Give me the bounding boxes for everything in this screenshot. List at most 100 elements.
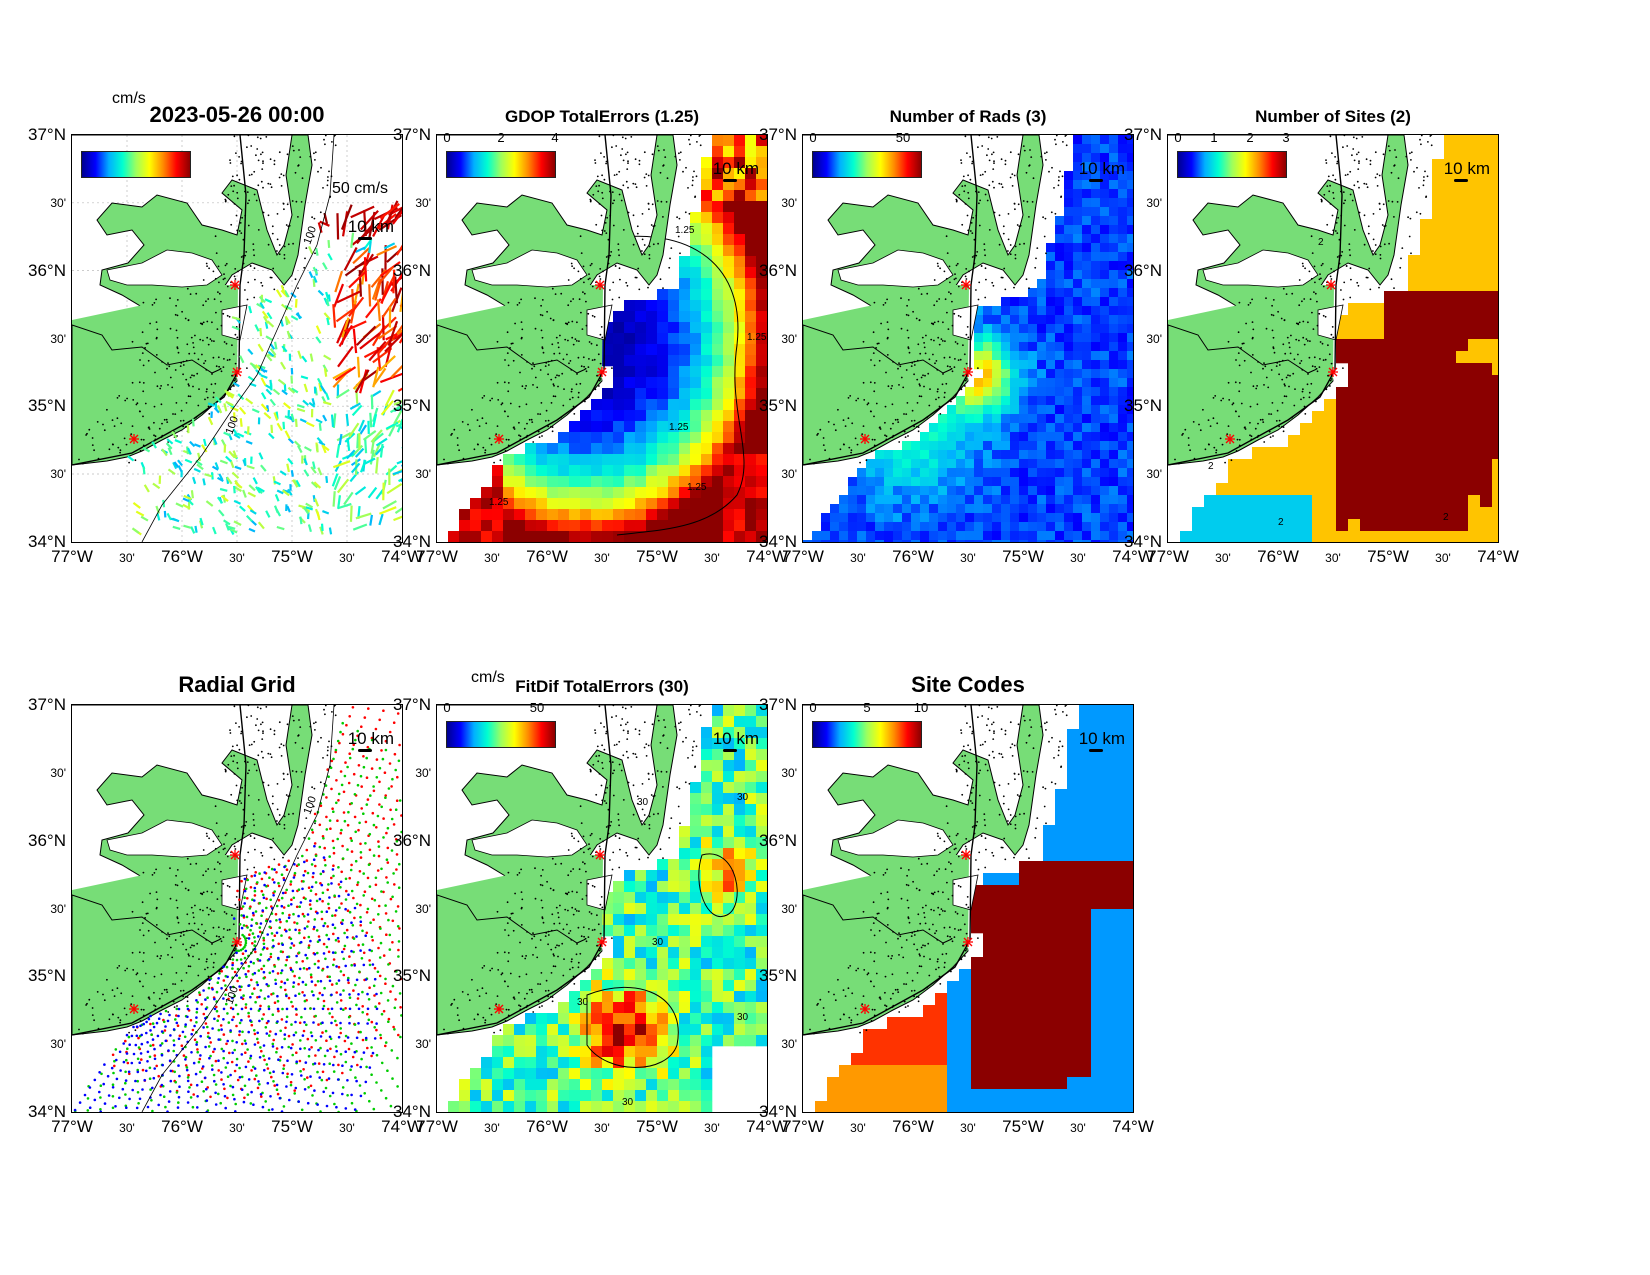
lon-tick-label: 75°W [1002, 547, 1044, 566]
scale-label: 10 km [347, 729, 394, 748]
lat-tick-label: 30' [415, 901, 431, 916]
contour-label: 30 [637, 797, 649, 808]
bathymetry-contour-label: 100 [302, 225, 320, 246]
lon-tick-label: 75°W [1367, 547, 1409, 566]
lat-tick-label: 34°N [759, 1102, 797, 1121]
site-marker [1328, 367, 1338, 377]
colorbar-tick-label: 5 [863, 700, 871, 715]
lon-tick-label: 77°W [782, 547, 824, 566]
scale-label: 10 km [712, 729, 759, 748]
lat-tick-label: 36°N [393, 260, 431, 280]
lat-tick-label: 30' [50, 467, 66, 482]
panel-site-codes: Site Codes 0 5 10 10 km 37°N 30' 36°N 30' 35°N… [759, 672, 1154, 1136]
site-marker [597, 367, 607, 377]
bathymetry-contour-label: 100 [224, 415, 242, 436]
site-marker [595, 280, 605, 290]
lon-tick-label: 74°W [381, 1117, 423, 1136]
panel-title: Number of Sites (2) [1255, 107, 1411, 126]
lon-tick-label: 77°W [416, 1117, 458, 1136]
lat-tick-label: 37°N [1124, 125, 1162, 144]
lat-tick-label: 36°N [759, 830, 797, 850]
colorbar-tick-label: 2 [497, 130, 505, 145]
map-frame: 100 100 [71, 134, 403, 543]
site-marker [230, 280, 240, 290]
map-frame [802, 134, 1134, 543]
lon-tick-label: 77°W [1147, 547, 1189, 566]
lon-tick-label: 77°W [416, 547, 458, 566]
lon-tick-label: 75°W [271, 547, 313, 566]
lon-tick-label: 30' [594, 1121, 610, 1135]
panel-fitdif: FitDif TotalErrors (30) cm/s 30 30 30 30 30 3… [393, 669, 788, 1136]
colorbar-tick-label: 0 [809, 700, 817, 715]
lon-tick-label: 75°W [1002, 1117, 1044, 1136]
lat-tick-label: 36°N [1124, 260, 1162, 280]
lon-tick-label: 30' [704, 1121, 720, 1135]
lon-tick-label: 30' [229, 551, 245, 565]
scale-label: 10 km [1078, 159, 1125, 178]
scale-label: 10 km [712, 159, 759, 178]
contour-label: 1.25 [675, 225, 695, 236]
panel-rads: Number of Rads (3) 0 50 10 km 37°N 30' 36°N… [759, 107, 1154, 566]
lon-tick-label: 30' [229, 1121, 245, 1135]
panel-title: Radial Grid [178, 672, 296, 697]
colorbar: 0 50 [809, 130, 922, 178]
contour-label: 2 [1278, 517, 1284, 528]
lon-tick-label: 30' [119, 1121, 135, 1135]
site-marker [494, 1004, 504, 1014]
colorbar-tick-label: 0 [443, 130, 451, 145]
site-marker [494, 434, 504, 444]
lat-tick-label: 37°N [759, 695, 797, 714]
reference-arrow-label: 50 cm/s [332, 180, 389, 197]
site-marker [597, 937, 607, 947]
bathymetry-contour-label: 100 [302, 795, 320, 816]
site-marker [963, 937, 973, 947]
lon-tick-label: 76°W [526, 547, 568, 566]
site-marker [1225, 434, 1235, 444]
lon-tick-label: 30' [1070, 1121, 1086, 1135]
colorbar-tick-label: 50 [895, 130, 911, 145]
lat-tick-label: 30' [415, 765, 431, 780]
colorbar-tick-label: 0 [1174, 130, 1182, 145]
lat-tick-label: 30' [781, 765, 797, 780]
map-frame [802, 704, 1134, 1113]
panel-title: Number of Rads (3) [889, 107, 1047, 126]
map-frame: 30 30 30 30 30 30 [436, 704, 768, 1113]
lat-tick-label: 36°N [28, 260, 66, 280]
contour-label: 30 [577, 997, 589, 1008]
lon-tick-label: 74°W [1477, 547, 1519, 566]
lat-tick-label: 34°N [393, 1102, 431, 1121]
contour-label: 30 [622, 1097, 634, 1108]
lat-tick-label: 35°N [759, 396, 797, 416]
lon-tick-label: 75°W [636, 547, 678, 566]
colorbar-tick-label: 0 [809, 130, 817, 145]
lat-tick-label: 35°N [393, 966, 431, 986]
contour-label: 30 [737, 792, 749, 803]
site-marker [230, 850, 240, 860]
map-frame: 2 2 2 2 [1167, 134, 1499, 543]
lat-tick-label: 30' [1146, 467, 1162, 482]
lat-tick-label: 30' [781, 901, 797, 916]
contour-label: 2 [1208, 461, 1214, 472]
site-marker [860, 434, 870, 444]
lat-tick-label: 37°N [28, 695, 66, 714]
contour-label: 1.25 [669, 422, 689, 433]
lat-tick-label: 37°N [759, 125, 797, 144]
colorbar: 0 1 2 3 [1174, 130, 1290, 178]
colorbar-tick-label: 3 [1282, 130, 1290, 145]
map-frame: 1.25 1.25 1.25 1.25 1.25 [436, 134, 768, 543]
contour-label: 1.25 [489, 497, 509, 508]
lat-tick-label: 35°N [759, 966, 797, 986]
lat-tick-label: 34°N [1124, 532, 1162, 551]
site-marker [860, 1004, 870, 1014]
site-marker [961, 280, 971, 290]
lon-tick-label: 30' [960, 551, 976, 565]
lon-tick-label: 30' [1325, 551, 1341, 565]
panel-currents: 2023-05-26 00:00 cm/s 100 100 50 cm/s 10 … [28, 90, 423, 566]
lat-tick-label: 37°N [393, 695, 431, 714]
lat-tick-label: 36°N [759, 260, 797, 280]
lat-tick-label: 30' [50, 1037, 66, 1052]
site-marker [129, 434, 139, 444]
site-marker [961, 850, 971, 860]
lon-tick-label: 77°W [51, 547, 93, 566]
scale-bar [1454, 179, 1468, 182]
